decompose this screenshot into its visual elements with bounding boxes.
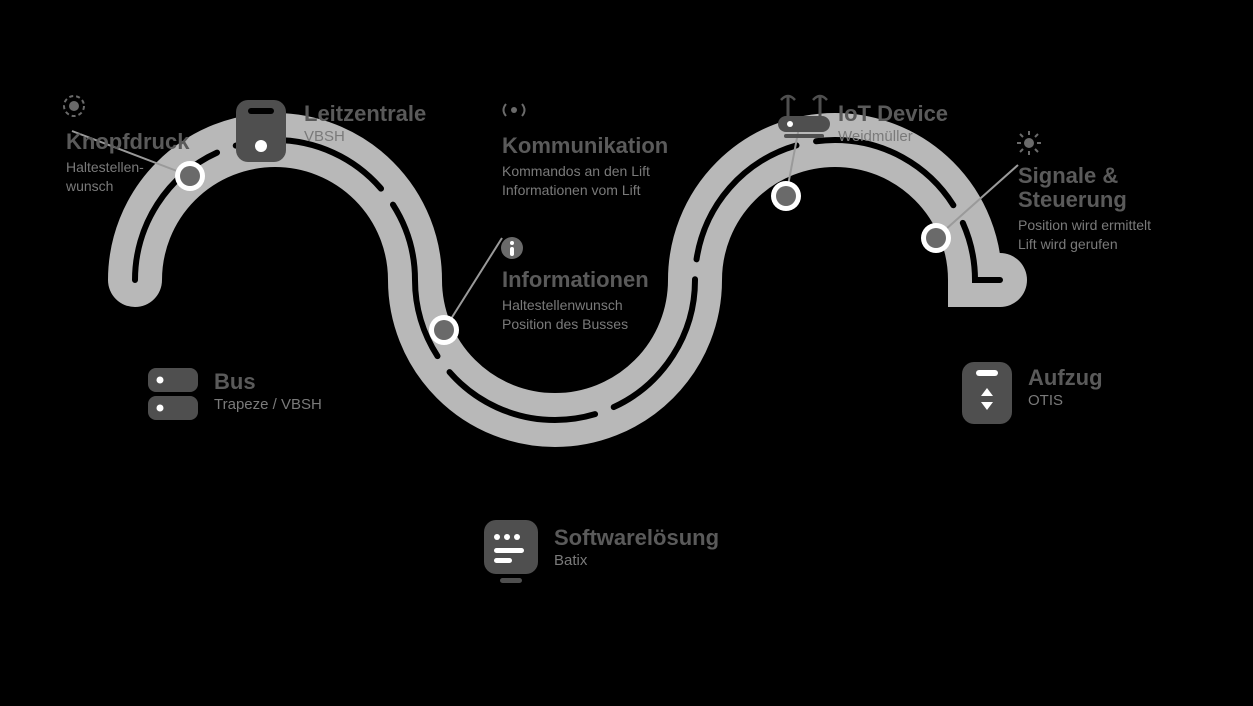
signale-desc-1: Lift wird gerufen — [1018, 236, 1118, 252]
kommunikation-desc-1: Informationen vom Lift — [502, 182, 641, 198]
flow-svg — [0, 0, 1253, 706]
kommunikation-desc-0: Kommandos an den Lift — [502, 163, 650, 179]
aufzug-label: Aufzug OTIS — [1028, 366, 1103, 411]
informationen-title: Informationen — [502, 268, 649, 292]
leitzentrale-label: Leitzentrale VBSH — [304, 102, 426, 147]
signale-label: Signale & Steuerung Position wird ermitt… — [1018, 164, 1228, 254]
iot-title: IoT Device — [838, 102, 948, 126]
signale-title: Signale & Steuerung — [1018, 164, 1228, 212]
knopfdruck-desc-1: wunsch — [66, 178, 113, 194]
software-icon — [480, 518, 542, 590]
iot-label: IoT Device Weidmüller — [838, 102, 948, 147]
aufzug-icon — [958, 360, 1016, 426]
bus-sub: Trapeze / VBSH — [214, 396, 322, 415]
informationen-desc-0: Haltestellenwunsch — [502, 297, 623, 313]
aufzug-sub: OTIS — [1028, 392, 1103, 411]
bus-icon — [144, 364, 202, 426]
software-sub: Batix — [554, 552, 719, 571]
bus-title: Bus — [214, 370, 322, 394]
aufzug-title: Aufzug — [1028, 366, 1103, 390]
bus-label: Bus Trapeze / VBSH — [214, 370, 322, 415]
leitzentrale-title: Leitzentrale — [304, 102, 426, 126]
informationen-label: Informationen Haltestellenwunsch Position… — [502, 268, 649, 334]
knopfdruck-desc-0: Haltestellen- — [66, 159, 144, 175]
iot-sub: Weidmüller — [838, 128, 948, 147]
leitzentrale-icon — [232, 98, 290, 164]
signale-desc-0: Position wird ermittelt — [1018, 217, 1151, 233]
kommunikation-title: Kommunikation — [502, 134, 668, 158]
leitzentrale-sub: VBSH — [304, 128, 426, 147]
kommunikation-label: Kommunikation Kommandos an den Lift Infor… — [502, 134, 668, 200]
informationen-desc-1: Position des Busses — [502, 316, 628, 332]
software-title: Softwarelösung — [554, 526, 719, 550]
knopfdruck-title: Knopfdruck — [66, 130, 189, 154]
software-label: Softwarelösung Batix — [554, 526, 719, 571]
iot-icon — [772, 90, 836, 142]
knopfdruck-label: Knopfdruck Haltestellen-wunsch — [66, 130, 189, 196]
